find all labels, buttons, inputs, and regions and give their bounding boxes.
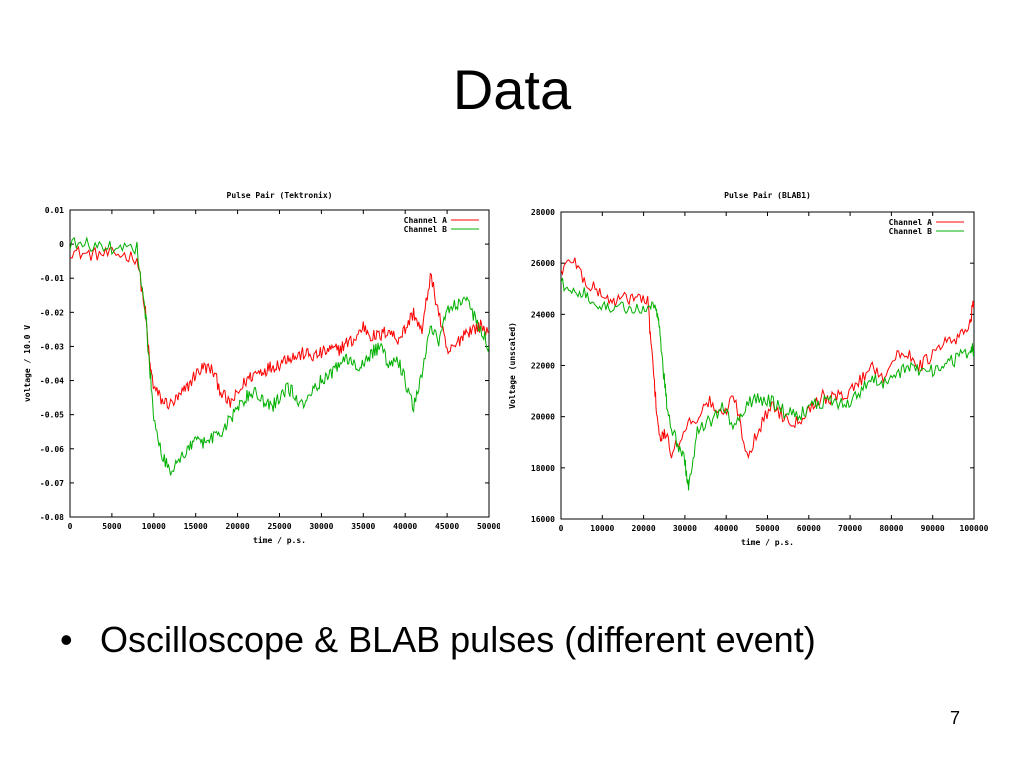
x-tick-label: 10000 — [142, 522, 166, 531]
y-tick-label: 0 — [59, 240, 64, 249]
chart-title: Pulse Pair (Tektronix) — [227, 190, 333, 200]
x-tick-label: 25000 — [267, 522, 291, 531]
x-tick-label: 5000 — [102, 522, 121, 531]
x-tick-label: 45000 — [435, 522, 459, 531]
plot-frame — [560, 211, 975, 520]
x-tick-label: 60000 — [797, 524, 821, 533]
x-tick-label: 20000 — [226, 522, 250, 531]
x-axis-label: time / p.s. — [253, 535, 306, 545]
legend-label: Channel B — [404, 225, 448, 234]
y-tick-label: 18000 — [531, 464, 555, 473]
y-tick-label: 24000 — [531, 310, 555, 319]
x-tick-label: 50000 — [477, 522, 500, 531]
x-tick-label: 50000 — [755, 524, 779, 533]
series-line-channel-b — [561, 277, 974, 491]
x-tick-label: 40000 — [393, 522, 417, 531]
y-tick-label: 20000 — [531, 413, 555, 422]
x-tick-label: 15000 — [184, 522, 208, 531]
y-tick-label: -0.06 — [40, 445, 64, 454]
y-tick-label: 0.01 — [45, 206, 64, 215]
y-tick-label: -0.07 — [40, 479, 64, 488]
x-tick-label: 0 — [559, 524, 564, 533]
page-number: 7 — [950, 708, 961, 728]
x-tick-label: 20000 — [632, 524, 656, 533]
x-tick-label: 90000 — [921, 524, 945, 533]
y-tick-label: -0.04 — [40, 377, 64, 386]
x-tick-label: 10000 — [590, 524, 614, 533]
bullet-dot: • — [60, 619, 73, 660]
y-tick-label: -0.03 — [40, 342, 64, 351]
x-tick-label: 40000 — [714, 524, 738, 533]
y-tick-label: 16000 — [531, 515, 555, 524]
x-tick-label: 30000 — [309, 522, 333, 531]
chart-blab1: Pulse Pair (BLAB1) 0 10000 20000 30000 40000 5… — [508, 190, 989, 547]
y-axis-label: Voltage (unscaled) — [508, 322, 517, 409]
bullet-text: Oscilloscope & BLAB pulses (different ev… — [100, 619, 816, 660]
slide-title: Data — [452, 58, 572, 121]
y-tick-label: 26000 — [531, 259, 555, 268]
chart-title: Pulse Pair (BLAB1) — [724, 190, 811, 200]
legend-label: Channel B — [889, 227, 933, 236]
y-tick-label: 28000 — [531, 208, 555, 217]
y-tick-label: -0.05 — [40, 411, 64, 420]
y-tick-label: -0.08 — [40, 513, 64, 522]
series-line-channel-b — [70, 236, 489, 476]
plot-frame — [69, 209, 490, 518]
y-tick-label: 22000 — [531, 362, 555, 371]
x-tick-label: 35000 — [351, 522, 375, 531]
bullet-item: • Oscilloscope & BLAB pulses (different … — [60, 622, 816, 658]
y-axis-label: voltage / 10.0 V — [23, 325, 32, 402]
x-tick-label: 80000 — [879, 524, 903, 533]
series-line-channel-a — [70, 245, 489, 410]
x-tick-label: 70000 — [838, 524, 862, 533]
chart-tektronix: Pulse Pair (Tektronix) 0 5000 10000 15000 200… — [23, 190, 500, 545]
x-tick-label: 100000 — [960, 524, 989, 533]
y-tick-label: -0.01 — [40, 274, 64, 283]
y-tick-label: -0.02 — [40, 308, 64, 317]
series-line-channel-a — [561, 257, 974, 460]
legend-label: Channel A — [404, 216, 448, 225]
x-tick-label: 30000 — [673, 524, 697, 533]
x-tick-label: 0 — [68, 522, 73, 531]
legend-label: Channel A — [889, 218, 933, 227]
x-axis-label: time / p.s. — [741, 537, 794, 547]
